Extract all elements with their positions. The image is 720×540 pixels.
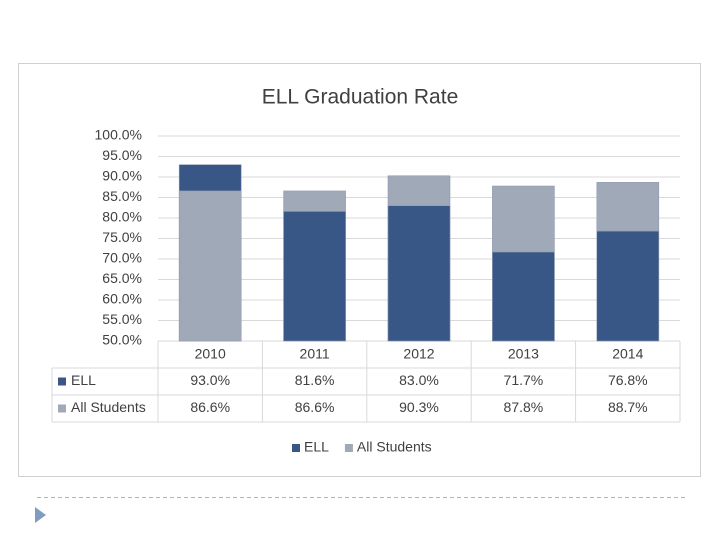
bar <box>283 211 346 342</box>
table-legend-key <box>58 377 66 386</box>
y-tick-label: 100.0% <box>95 127 142 143</box>
table-value: 86.6% <box>295 399 335 415</box>
table-value: 87.8% <box>504 399 544 415</box>
x-tick-label: 2013 <box>508 346 539 362</box>
y-tick-label: 90.0% <box>102 168 142 184</box>
bar <box>492 251 555 342</box>
table-series-name: ELL <box>71 372 96 388</box>
bar <box>596 230 660 342</box>
bar <box>387 205 451 342</box>
bar <box>178 190 242 342</box>
chart-title: ELL Graduation Rate <box>262 86 459 109</box>
y-tick-label: 55.0% <box>102 311 142 327</box>
table-value: 93.0% <box>190 372 230 388</box>
x-tick-label: 2011 <box>300 346 330 362</box>
y-tick-label: 65.0% <box>102 270 142 286</box>
y-tick-label: 50.0% <box>102 332 142 348</box>
table-value: 86.6% <box>190 399 230 415</box>
table-value: 81.6% <box>295 372 335 388</box>
table-value: 88.7% <box>608 399 648 415</box>
table-value: 90.3% <box>399 399 439 415</box>
table-value: 76.8% <box>608 372 648 388</box>
y-tick-label: 60.0% <box>102 291 142 307</box>
legend-label: All Students <box>357 439 432 455</box>
y-tick-label: 85.0% <box>102 188 142 204</box>
x-tick-label: 2014 <box>612 346 643 362</box>
y-tick-label: 70.0% <box>102 250 142 266</box>
x-tick-label: 2010 <box>195 346 226 362</box>
table-legend-key <box>58 404 66 413</box>
table-series-name: All Students <box>71 399 146 415</box>
legend-key <box>344 444 353 452</box>
y-tick-label: 95.0% <box>102 147 142 163</box>
table-value: 71.7% <box>504 372 544 388</box>
y-tick-label: 80.0% <box>102 209 142 225</box>
x-tick-label: 2012 <box>403 346 434 362</box>
chart-frame <box>18 63 701 477</box>
y-tick-label: 75.0% <box>102 229 142 245</box>
bullet-arrow <box>35 507 46 523</box>
legend-key <box>292 444 300 452</box>
legend-label: ELL <box>304 439 329 455</box>
table-value: 83.0% <box>399 372 439 388</box>
